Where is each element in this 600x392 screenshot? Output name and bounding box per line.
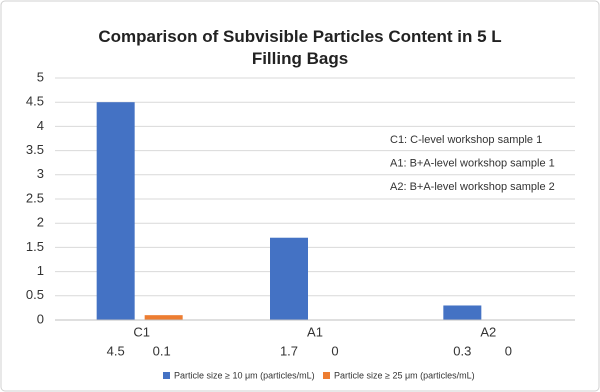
y-tick-label: 3.5 xyxy=(26,142,44,157)
y-tick-label: 4.5 xyxy=(26,94,44,109)
bar xyxy=(270,237,308,320)
chart-title: Comparison of Subvisible Particles Conte… xyxy=(98,27,502,68)
legend-label: Particle size ≥ 10 μm (particles/mL) xyxy=(174,370,315,380)
x-tick-label: A1 xyxy=(307,324,323,339)
annotation: C1: C-level workshop sample 1 xyxy=(390,134,542,146)
y-tick-label: 1 xyxy=(37,263,44,278)
bar xyxy=(443,305,482,320)
bar xyxy=(96,102,135,320)
x-tick-label: C1 xyxy=(133,324,150,339)
data-label: 0 xyxy=(331,343,338,358)
annotation: A2: B+A-level workshop sample 2 xyxy=(390,181,555,193)
y-tick-label: 2 xyxy=(37,215,44,230)
annotation: A1: B+A-level workshop sample 1 xyxy=(390,157,555,169)
legend-swatch xyxy=(323,372,330,379)
data-label: 4.5 xyxy=(107,343,125,358)
data-label: 0 xyxy=(505,343,512,358)
data-label: 0.1 xyxy=(153,343,171,358)
y-tick-label: 0.5 xyxy=(26,287,44,302)
bar xyxy=(144,315,183,320)
y-tick-label: 4 xyxy=(37,118,44,133)
y-tick-label: 0 xyxy=(37,311,44,326)
y-tick-label: 5 xyxy=(37,69,44,84)
legend-label: Particle size ≥ 25 μm (particles/mL) xyxy=(334,370,475,380)
y-tick-label: 1.5 xyxy=(26,239,44,254)
x-tick-label: A2 xyxy=(480,324,496,339)
data-label: 1.7 xyxy=(280,343,298,358)
data-label: 0.3 xyxy=(453,343,471,358)
y-tick-label: 2.5 xyxy=(26,190,44,205)
legend-swatch xyxy=(163,372,170,379)
y-tick-label: 3 xyxy=(37,166,44,181)
